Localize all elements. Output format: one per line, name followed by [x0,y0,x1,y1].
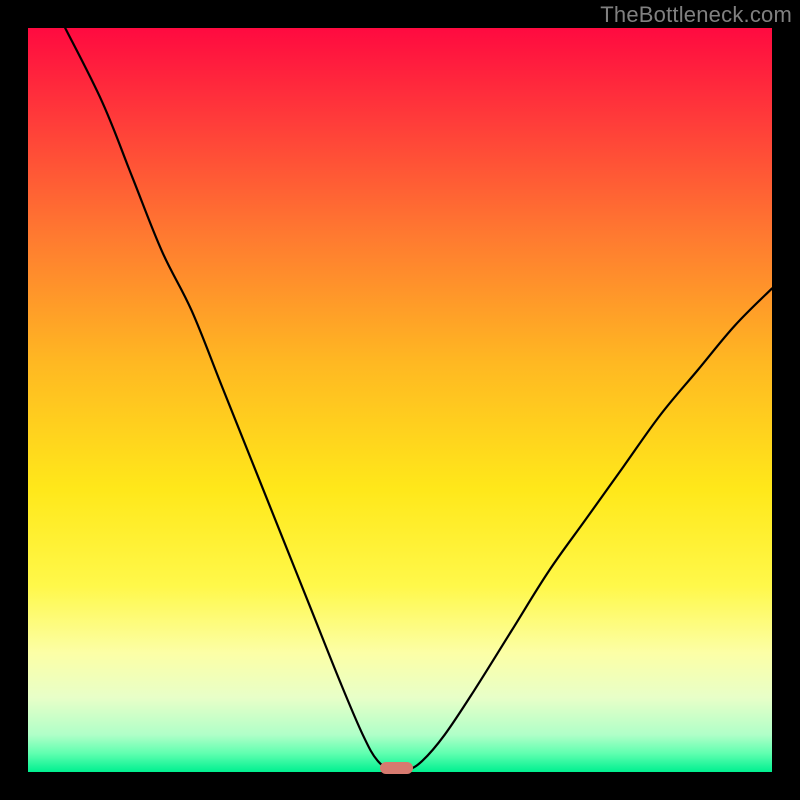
plot-area [28,28,772,772]
watermark-text: TheBottleneck.com [600,2,792,28]
minimum-marker [380,762,413,774]
plot-background [28,28,772,772]
chart-frame: TheBottleneck.com [0,0,800,800]
plot-svg [28,28,772,772]
